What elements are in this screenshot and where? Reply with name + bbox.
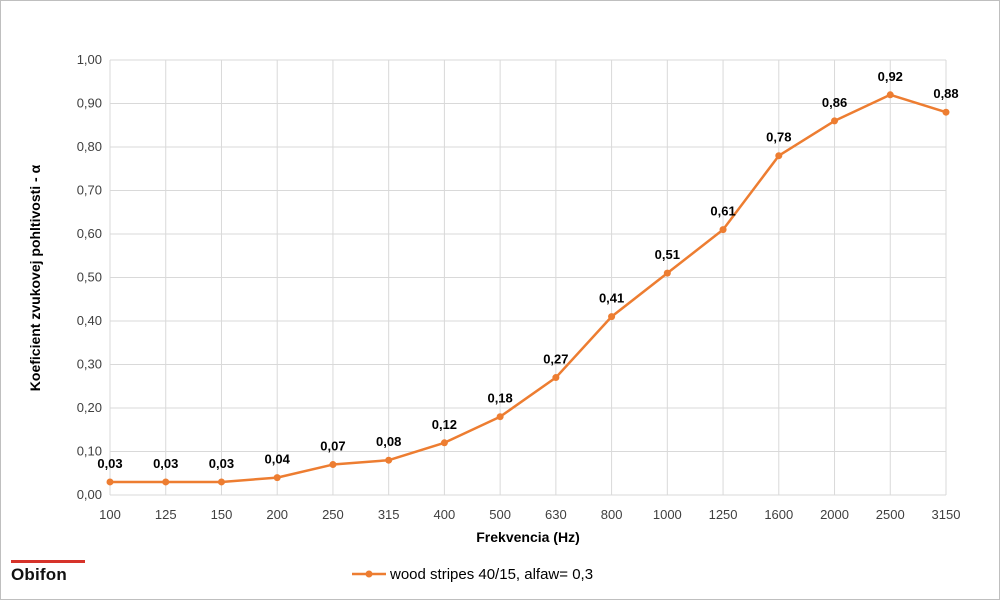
data-point: [608, 313, 616, 321]
data-label: 0,41: [599, 291, 624, 306]
data-label: 0,78: [766, 130, 791, 145]
y-tick-label: 0,90: [77, 96, 102, 111]
x-tick-label: 1600: [764, 507, 793, 522]
data-point: [106, 478, 114, 486]
data-label: 0,86: [822, 95, 847, 110]
data-point: [886, 91, 894, 99]
data-label: 0,03: [209, 456, 234, 471]
x-tick-label: 800: [601, 507, 623, 522]
x-tick-label: 315: [378, 507, 400, 522]
logo-bar: [11, 560, 85, 563]
data-point: [273, 474, 281, 482]
data-point: [217, 478, 225, 486]
data-label: 0,03: [153, 456, 178, 471]
data-label: 0,61: [710, 204, 735, 219]
x-tick-label: 1250: [709, 507, 738, 522]
y-tick-label: 0,20: [77, 400, 102, 415]
data-point: [162, 478, 170, 486]
x-tick-label: 3150: [932, 507, 961, 522]
gridlines: [109, 59, 947, 496]
data-point: [831, 117, 839, 125]
y-tick-label: 0,30: [77, 357, 102, 372]
series-line: [110, 93, 947, 484]
x-tick-label: 250: [322, 507, 344, 522]
data-point: [775, 152, 783, 160]
x-tick-label: 2000: [820, 507, 849, 522]
logo-text: Obifon: [11, 565, 67, 584]
data-point: [719, 226, 727, 234]
data-point: [496, 413, 504, 421]
data-point: [440, 439, 448, 447]
data-label: 0,03: [97, 456, 122, 471]
y-tick-label: 0,80: [77, 139, 102, 154]
y-tick-label: 0,60: [77, 226, 102, 241]
legend: wood stripes 40/15, alfaw= 0,3: [352, 566, 593, 583]
y-tick-label: 0,50: [77, 270, 102, 285]
y-tick-label: 0,10: [77, 444, 102, 459]
y-tick-label: 0,00: [77, 487, 102, 502]
x-tick-label: 100: [99, 507, 121, 522]
obifon-logo: Obifon: [11, 560, 89, 585]
legend-entry: wood stripes 40/15, alfaw= 0,3: [389, 566, 593, 583]
data-label: 0,07: [320, 439, 345, 454]
y-tick-label: 0,40: [77, 313, 102, 328]
data-label: 0,92: [878, 69, 903, 84]
data-labels: 0,03 0,03 0,03 0,04 0,07 0,08 0,12 0,18 0,27 0,41…: [97, 69, 958, 471]
x-tick-label: 125: [155, 507, 177, 522]
data-label: 0,04: [265, 452, 291, 467]
data-label: 0,88: [933, 86, 958, 101]
data-point: [552, 374, 560, 382]
data-label: 0,12: [432, 417, 457, 432]
x-tick-label: 2500: [876, 507, 905, 522]
x-tick-label: 1000: [653, 507, 682, 522]
data-label: 0,08: [376, 434, 401, 449]
data-label: 0,18: [487, 391, 512, 406]
data-label: 0,51: [655, 247, 680, 262]
x-tick-label: 200: [266, 507, 288, 522]
y-tick-label: 0,70: [77, 183, 102, 198]
data-point: [385, 456, 393, 464]
x-tick-label: 500: [489, 507, 511, 522]
data-label: 0,27: [543, 352, 568, 367]
data-point: [942, 108, 950, 116]
x-tick-label: 400: [434, 507, 456, 522]
legend-dot-marker: [365, 570, 373, 578]
series-group: [106, 91, 950, 486]
data-point: [663, 269, 671, 277]
y-axis-title: Koeficient zvukovej pohltivosti - α: [27, 164, 43, 391]
x-axis-ticks: 100 125 150 200 250 315 400 500 630 800 1000 1250 16…: [99, 507, 960, 522]
y-axis-ticks: 0,00 0,10 0,20 0,30 0,40 0,50 0,60 0,70 0,80 0,90…: [77, 52, 102, 502]
x-tick-label: 150: [211, 507, 233, 522]
x-tick-label: 630: [545, 507, 567, 522]
data-point: [329, 461, 337, 469]
y-tick-label: 1,00: [77, 52, 102, 67]
x-axis-title: Frekvencia (Hz): [476, 529, 579, 545]
